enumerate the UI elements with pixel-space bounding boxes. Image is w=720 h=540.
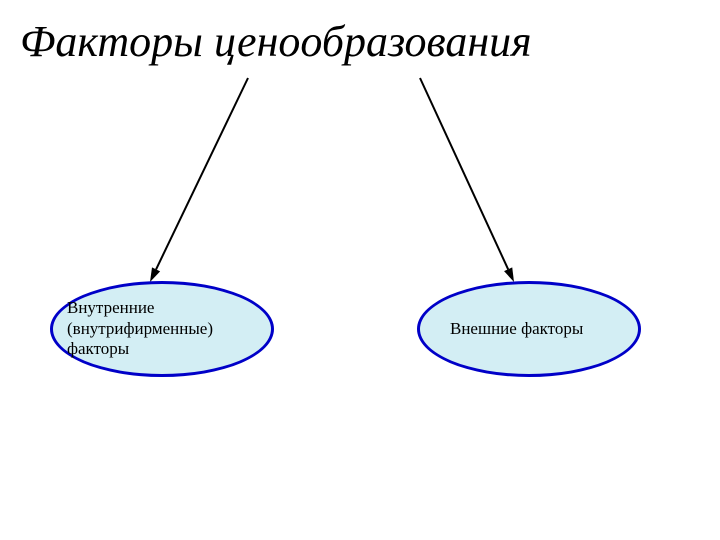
diagram-title: Факторы ценообразования bbox=[20, 16, 532, 67]
ellipse-left-label: Внутренние (внутрифирменные) факторы bbox=[67, 298, 213, 359]
ellipse-right: Внешние факторы bbox=[417, 281, 641, 377]
ellipse-right-label: Внешние факторы bbox=[450, 319, 583, 339]
ellipse-left: Внутренние (внутрифирменные) факторы bbox=[50, 281, 274, 377]
arrows-layer bbox=[0, 0, 720, 540]
